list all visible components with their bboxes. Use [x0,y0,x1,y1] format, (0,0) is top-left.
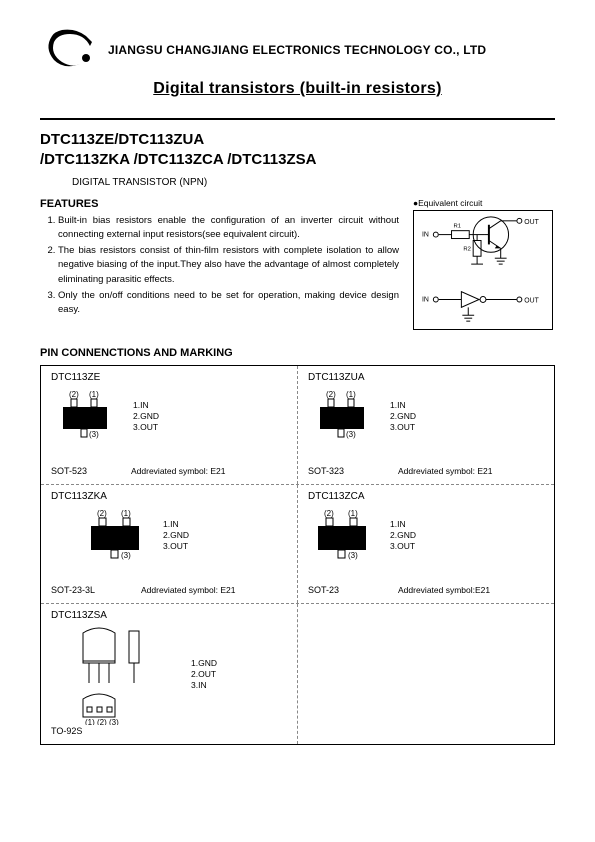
features-list: Built-in bias resistors enable the confi… [40,214,399,318]
cell-zca: DTC113ZCA (2) (1) (3) 1.IN 2.GND 3.OUT S [298,485,554,603]
cell-title: DTC113ZSA [51,610,287,621]
cell-title: DTC113ZE [51,372,287,383]
abbr-label: Addreviated symbol:E21 [398,585,490,595]
svg-text:(3): (3) [121,551,131,560]
doc-subtitle: Digital transistors (built-in resistors) [40,80,555,98]
svg-text:(1): (1) [346,390,356,399]
svg-text:IN: IN [422,296,429,303]
cell-title: DTC113ZCA [308,491,544,502]
pin-list: 1.IN 2.GND 3.OUT [163,519,189,552]
cell-ze: DTC113ZE (2) (1) (3) 1.IN 2.GND 3.OUT SO [41,366,298,484]
grid-row: DTC113ZE (2) (1) (3) 1.IN 2.GND 3.OUT SO [41,366,554,485]
package-label: SOT-23-3L [51,585,95,595]
package-icon: (1) (2) (3) [71,625,181,725]
pin-list: 1.IN 2.GND 3.OUT [390,400,416,433]
svg-text:(1): (1) [89,390,99,399]
parts-line-1: DTC113ZE/DTC113ZUA [40,130,555,150]
features-block: FEATURES Built-in bias resistors enable … [40,198,399,333]
header: JIANGSU CHANGJIANG ELECTRONICS TECHNOLOG… [40,28,555,72]
grid-row: DTC113ZKA (2) (1) (3) 1.IN 2.GND 3.OUT [41,485,554,604]
svg-text:(3): (3) [348,551,358,560]
package-icon: (2) (1) (3) [51,387,123,447]
svg-text:(1): (1) [348,509,358,518]
package-grid: DTC113ZE (2) (1) (3) 1.IN 2.GND 3.OUT SO [40,365,555,745]
svg-text:(3): (3) [346,430,356,439]
cell-zka: DTC113ZKA (2) (1) (3) 1.IN 2.GND 3.OUT [41,485,298,603]
equiv-out-label: OUT [524,218,539,225]
equiv-in-label: IN [422,231,429,238]
feature-item: Only the on/off conditions need to be se… [58,289,399,318]
divider [40,118,555,120]
svg-text:(2): (2) [69,390,79,399]
cell-zua: DTC113ZUA (2) (1) (3) 1.IN 2.GND 3.OUT S [298,366,554,484]
company-name: JIANGSU CHANGJIANG ELECTRONICS TECHNOLOG… [108,43,486,57]
transistor-type: DIGITAL TRANSISTOR (NPN) [72,177,555,188]
svg-text:(2): (2) [97,509,107,518]
parts-line-2: /DTC113ZKA /DTC113ZCA /DTC113ZSA [40,150,555,170]
svg-text:(1) (2) (3): (1) (2) (3) [85,718,119,725]
company-logo [40,28,96,72]
feature-item: Built-in bias resistors enable the confi… [58,214,399,243]
cell-title: DTC113ZKA [51,491,287,502]
package-icon: (2) (1) (3) [81,506,153,566]
abbr-label: Addreviated symbol: E21 [398,466,493,476]
svg-text:(1): (1) [121,509,131,518]
cell-empty [298,604,554,744]
svg-text:OUT: OUT [524,297,539,304]
equiv-r1-label: R1 [454,223,462,229]
package-label: SOT-23 [308,585,339,595]
pin-connections-head: PIN CONNENCTIONS AND MARKING [40,347,555,359]
package-icon: (2) (1) (3) [308,387,380,447]
features-row: FEATURES Built-in bias resistors enable … [40,198,555,333]
equivalent-circuit-diagram: IN R1 R2 OUT [413,210,553,330]
part-numbers: DTC113ZE/DTC113ZUA /DTC113ZKA /DTC113ZCA… [40,130,555,171]
grid-row: DTC113ZSA ( [41,604,554,744]
pin-list: 1.IN 2.GND 3.OUT [390,519,416,552]
svg-text:(2): (2) [326,390,336,399]
equivalent-circuit-block: ●Equivalent circuit IN R1 R2 OUT [413,198,555,333]
svg-text:(3): (3) [89,430,99,439]
pin-list: 1.GND 2.OUT 3.IN [191,658,217,691]
abbr-label: Addreviated symbol: E21 [141,585,236,595]
package-label: SOT-323 [308,466,344,476]
svg-text:(2): (2) [324,509,334,518]
package-icon: (2) (1) (3) [308,506,380,566]
equiv-label: ●Equivalent circuit [413,198,555,208]
cell-zsa: DTC113ZSA ( [41,604,298,744]
package-label: TO-92S [51,726,82,736]
abbr-label: Addreviated symbol: E21 [131,466,226,476]
package-label: SOT-523 [51,466,87,476]
features-head: FEATURES [40,198,399,210]
equiv-r2-label: R2 [463,246,471,252]
feature-item: The bias resistors consist of thin-film … [58,244,399,287]
cell-title: DTC113ZUA [308,372,544,383]
pin-list: 1.IN 2.GND 3.OUT [133,400,159,433]
